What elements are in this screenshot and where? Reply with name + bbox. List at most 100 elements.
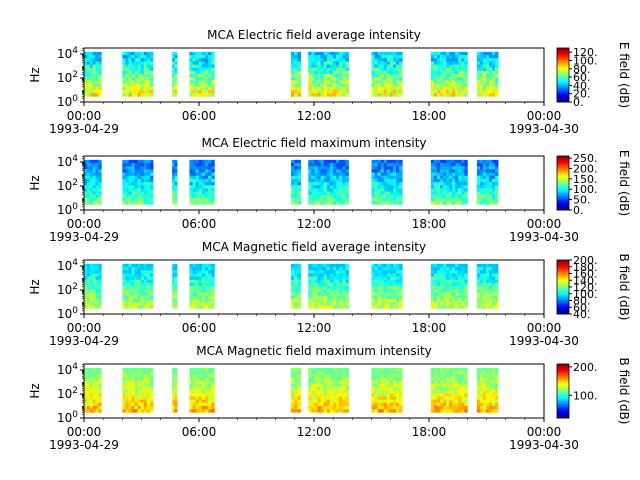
spectrogram-cell bbox=[291, 279, 295, 284]
spectrogram-cell bbox=[189, 188, 193, 192]
spectrogram-cell bbox=[140, 386, 145, 391]
spectrogram-cell bbox=[149, 89, 154, 94]
spectrogram-cell bbox=[174, 409, 178, 413]
spectrogram-cell bbox=[204, 169, 209, 173]
spectrogram-cell bbox=[149, 270, 154, 274]
spectrogram-cell bbox=[294, 159, 298, 164]
spectrogram-cell bbox=[377, 279, 382, 284]
spectrogram-cell bbox=[172, 67, 175, 72]
spectrogram-cell bbox=[125, 80, 129, 84]
spectrogram-cell bbox=[143, 77, 148, 81]
spectrogram-cell bbox=[443, 55, 447, 59]
spectrogram-cell bbox=[452, 58, 456, 62]
spectrogram-cell bbox=[95, 282, 99, 287]
spectrogram-cell bbox=[95, 409, 99, 413]
spectrogram-cell bbox=[125, 194, 129, 199]
spectrogram-cell bbox=[377, 289, 382, 293]
spectrogram-cell bbox=[86, 301, 91, 306]
spectrogram-cell bbox=[389, 70, 394, 75]
spectrogram-cell bbox=[476, 159, 481, 164]
spectrogram-cell bbox=[440, 298, 444, 303]
spectrogram-cell bbox=[383, 163, 388, 167]
spectrogram-cell bbox=[125, 377, 129, 381]
spectrogram-cell bbox=[297, 390, 301, 394]
colorbar-step bbox=[557, 401, 569, 404]
spectrogram-cell bbox=[189, 405, 193, 410]
spectrogram-cell bbox=[476, 70, 481, 75]
spectrogram-cell bbox=[374, 89, 379, 94]
spectrogram-cell bbox=[380, 393, 385, 397]
spectrogram-cell bbox=[86, 282, 91, 287]
spectrogram-cell bbox=[345, 367, 349, 372]
spectrogram-cell bbox=[134, 279, 139, 284]
spectrogram-cell bbox=[84, 399, 88, 404]
spectrogram-cell bbox=[149, 163, 154, 167]
spectrogram-cell bbox=[308, 51, 312, 56]
spectrogram-cell bbox=[204, 298, 209, 303]
spectrogram-cell bbox=[125, 201, 129, 205]
spectrogram-cell bbox=[317, 393, 322, 397]
spectrogram-cell bbox=[89, 159, 94, 164]
spectrogram-cell bbox=[192, 305, 197, 309]
spectrogram-cell bbox=[491, 61, 496, 65]
colorbar-step bbox=[557, 383, 569, 386]
spectrogram-cell bbox=[482, 166, 487, 170]
spectrogram-cell bbox=[314, 175, 318, 180]
spectrogram-cell bbox=[320, 298, 325, 303]
spectrogram-cell bbox=[461, 393, 465, 397]
spectrogram-cell bbox=[98, 286, 102, 290]
spectrogram-cell bbox=[371, 182, 375, 186]
spectrogram-cell bbox=[377, 172, 382, 177]
spectrogram-cell bbox=[211, 185, 215, 189]
spectrogram-cell bbox=[122, 58, 126, 62]
spectrogram-cell bbox=[392, 201, 397, 205]
spectrogram-cell bbox=[137, 409, 142, 413]
spectrogram-cell bbox=[297, 188, 301, 192]
spectrogram-cell bbox=[92, 374, 96, 378]
spectrogram-cell bbox=[134, 163, 139, 167]
spectrogram-cell bbox=[140, 163, 145, 167]
spectrogram-cell bbox=[430, 393, 435, 397]
spectrogram-cell bbox=[464, 380, 468, 385]
spectrogram-cell bbox=[374, 166, 379, 170]
spectrogram-cell bbox=[143, 390, 148, 394]
spectrogram-cell bbox=[122, 386, 126, 391]
spectrogram-cell bbox=[383, 51, 388, 56]
spectrogram-cell bbox=[488, 374, 493, 378]
colorbar-step bbox=[557, 71, 569, 73]
spectrogram-cell bbox=[137, 374, 142, 378]
spectrogram-cell bbox=[317, 374, 322, 378]
spectrogram-cell bbox=[320, 185, 325, 189]
spectrogram-cell bbox=[192, 380, 197, 385]
spectrogram-cell bbox=[377, 367, 382, 372]
spectrogram-cell bbox=[134, 386, 139, 391]
spectrogram-cell bbox=[125, 185, 129, 189]
spectrogram-cell bbox=[476, 178, 481, 183]
spectrogram-cell bbox=[336, 305, 340, 309]
spectrogram-cell bbox=[92, 51, 96, 56]
spectrogram-cell bbox=[134, 393, 139, 397]
spectrogram-cell bbox=[333, 295, 337, 300]
spectrogram-cell bbox=[320, 172, 325, 177]
spectrogram-cell bbox=[189, 182, 193, 186]
spectrogram-cell bbox=[440, 58, 444, 62]
spectrogram-cell bbox=[86, 267, 91, 271]
spectrogram-cell bbox=[122, 172, 126, 177]
spectrogram-cell bbox=[308, 77, 312, 81]
spectrogram-cell bbox=[389, 279, 394, 284]
spectrogram-cell bbox=[336, 396, 340, 400]
colorbar-tick-label: 200. bbox=[573, 162, 598, 175]
spectrogram-cell bbox=[86, 405, 91, 410]
spectrogram-cell bbox=[333, 191, 337, 196]
spectrogram-cell bbox=[320, 67, 325, 72]
spectrogram-cell bbox=[380, 93, 385, 97]
spectrogram-cell bbox=[377, 51, 382, 56]
spectrogram-cell bbox=[137, 305, 142, 309]
spectrogram-cell bbox=[436, 276, 441, 281]
spectrogram-cell bbox=[458, 64, 462, 69]
spectrogram-cell bbox=[198, 367, 203, 372]
spectrogram-cell bbox=[195, 64, 200, 69]
spectrogram-cell bbox=[396, 93, 400, 97]
colorbar-step bbox=[557, 166, 569, 169]
spectrogram-cell bbox=[174, 371, 178, 375]
